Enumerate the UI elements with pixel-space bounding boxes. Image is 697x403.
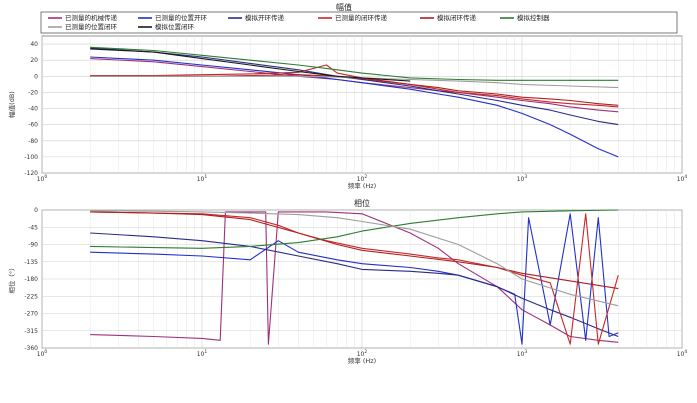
y-tick-label: -45 [28,224,38,231]
phase-grid [41,209,683,349]
x-tick-label: 102 [357,349,368,358]
x-tick-label: 104 [677,349,688,358]
legend-label: 已测量的机械传递 [65,13,118,22]
magnitude-grid [41,36,683,174]
y-tick-label: -360 [24,345,38,352]
x-tick-label: 103 [517,174,528,183]
series-line-2 [90,47,619,126]
magnitude-x-axis-label: 频率 (Hz) [348,181,376,190]
legend-label: 已测量的闭环传递 [335,13,388,22]
phase-series [90,209,619,345]
x-tick-label: 101 [197,174,208,183]
y-tick-label: -100 [24,154,38,161]
phase-x-axis-label: 频率 (Hz) [348,356,376,365]
y-tick-label: -120 [24,170,38,177]
series-line-0 [90,211,619,345]
y-tick-label: 40 [30,41,38,48]
y-tick-label: -80 [28,138,38,145]
magnitude-y-axis-label: 幅值(dB) [7,91,16,118]
legend-label: 模拟控制器 [517,13,550,22]
series-line-1 [90,56,619,158]
legend-label: 已测量的位置闭环 [65,22,118,31]
series-line-5 [90,209,619,249]
legend-label: 已测量的位置开环 [155,13,208,22]
y-tick-label: 0 [34,207,38,214]
legend-label: 模拟开环传递 [245,13,285,22]
legend: 幅值 已测量的机械传递 已测量的位置开环 模拟开环传递 已测量的闭环传递 模拟闭环传递模… [40,2,678,34]
legend-label: 模拟闭环传递 [437,13,477,22]
series-line-4 [90,211,619,290]
phase-y-axis-label: 相位（°） [7,264,16,293]
y-tick-label: -20 [28,89,38,96]
series-line-7 [90,48,411,82]
y-tick-label: -270 [24,311,38,318]
x-tick-label: 103 [517,349,528,358]
x-tick-label: 101 [197,349,208,358]
x-tick-label: 102 [357,174,368,183]
series-line-3 [90,211,619,345]
legend-label: 模拟位置闭环 [155,22,195,31]
series-line-5 [90,46,619,81]
y-tick-label: -60 [28,122,38,129]
y-tick-label: -180 [24,276,38,283]
legend-frame [40,11,678,34]
magnitude-series [90,46,619,158]
y-tick-label: -225 [24,293,38,300]
x-tick-label: 100 [37,174,48,183]
y-tick-label: -90 [28,242,38,249]
phase-plot-title: 相位 [354,198,370,208]
y-tick-label: -40 [28,106,38,113]
y-tick-label: 0 [34,73,38,80]
y-tick-label: -315 [24,328,38,335]
series-line-6 [90,210,619,307]
y-tick-label: -135 [24,259,38,266]
x-tick-label: 100 [37,349,48,358]
x-tick-label: 104 [677,174,688,183]
series-line-0 [90,58,619,113]
y-tick-label: 20 [30,57,38,64]
legend-title: 幅值 [336,2,352,12]
